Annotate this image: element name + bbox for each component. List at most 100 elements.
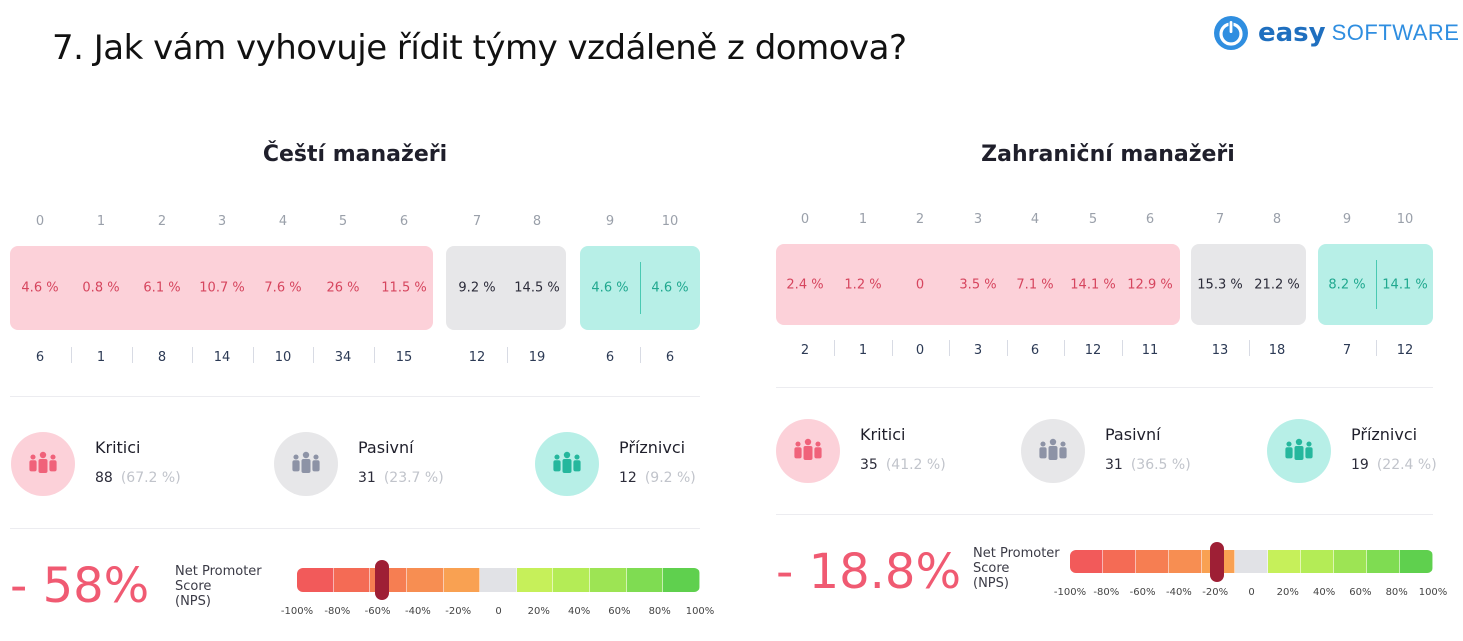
section-title: Čeští manažeři — [262, 142, 448, 167]
gauge-segment — [1367, 550, 1400, 573]
percentage-label: 4.6 % — [591, 280, 629, 296]
score-label: 9 — [605, 214, 615, 229]
percentage-label: 8.2 % — [1328, 277, 1366, 292]
percentage-label: 14.5 % — [514, 280, 560, 296]
page-title: 7. Jak vám vyhovuje řídit týmy vzdáleně … — [52, 28, 907, 68]
divider-line — [776, 514, 1433, 515]
promoter-divider — [1376, 260, 1377, 309]
gauge-tick-label: 0 — [495, 606, 502, 617]
count-label: 6 — [35, 350, 45, 365]
count-label: 8 — [157, 350, 167, 365]
gauge-tick-label: -20% — [1202, 587, 1229, 598]
nps-label-line: (NPS) — [973, 576, 1009, 591]
count-divider — [131, 347, 133, 363]
count-label: 15 — [395, 350, 413, 365]
detractor-box — [10, 246, 433, 330]
nps-label-line: Score — [973, 561, 1010, 576]
nps-value: - 18.8% — [776, 544, 962, 600]
count-divider — [949, 340, 950, 356]
score-label: 0 — [800, 212, 810, 227]
score-label: 4 — [1030, 212, 1040, 227]
gauge-segment — [1169, 550, 1202, 573]
count-divider — [507, 347, 508, 363]
percentage-label: 3.5 % — [959, 277, 997, 292]
count-divider — [1006, 340, 1008, 356]
detractors-count: 35 — [860, 457, 878, 473]
gauge-tick-label: 20% — [527, 606, 550, 617]
count-divider — [834, 340, 835, 356]
gauge-segment — [406, 568, 444, 592]
promoters-count: 12 — [619, 470, 637, 486]
detractors-icon — [794, 438, 822, 460]
gauge-tick-label: 40% — [567, 606, 591, 617]
logo-text-software: SOFTWARE — [1331, 20, 1460, 45]
detractors-label: Kritici — [95, 438, 141, 457]
count-label: 11 — [1141, 343, 1159, 358]
gauge-segment — [663, 568, 700, 592]
divider-line — [10, 528, 700, 529]
count-label: 19 — [528, 350, 546, 365]
gauge-tick-label: -60% — [364, 606, 391, 617]
score-label: 1 — [96, 214, 106, 229]
count-divider — [373, 347, 375, 363]
percentage-label: 0.8 % — [82, 280, 120, 296]
gauge-segment — [480, 568, 517, 592]
percentage-label: 11.5 % — [381, 280, 427, 296]
passives-stats: 31 (23.7 %) — [358, 470, 444, 486]
detractors-label: Kritici — [860, 425, 906, 444]
nps-label-line: (NPS) — [175, 594, 211, 609]
nps-gauge — [1070, 550, 1433, 573]
detractors-circle — [11, 432, 75, 496]
score-label: 3 — [217, 214, 227, 229]
count-label: 14 — [213, 350, 231, 365]
count-divider — [1376, 340, 1377, 356]
passives-count: 31 — [1105, 457, 1123, 473]
promoters-label: Příznivci — [1351, 425, 1418, 444]
promoters-circle — [1267, 419, 1331, 483]
count-label: 12 — [468, 350, 486, 365]
count-divider — [1064, 340, 1065, 356]
score-label: 7 — [1215, 212, 1225, 227]
score-label: 7 — [472, 214, 482, 229]
gauge-tick-label: -100% — [280, 606, 314, 617]
promoters-stats: 12 (9.2 %) — [619, 470, 696, 486]
count-divider — [313, 347, 314, 363]
percentage-label: 2.4 % — [786, 277, 824, 292]
nps-label: Net Promoter Score (NPS) — [973, 546, 1060, 591]
gauge-segment — [1400, 550, 1433, 573]
detractor-box — [776, 244, 1180, 325]
gauge-segment — [553, 568, 590, 592]
detractors-percentage: (67.2 %) — [120, 470, 181, 486]
nps-label-line: Score — [175, 579, 212, 594]
gauge-segment — [1268, 550, 1301, 573]
detractors-icon — [29, 451, 57, 473]
count-divider — [70, 347, 72, 363]
gauge-segment — [1070, 550, 1103, 573]
percentage-label: 26 % — [326, 280, 360, 296]
promoters-icon — [553, 451, 581, 473]
promoters-percentage: (22.4 %) — [1376, 457, 1437, 473]
count-label: 18 — [1268, 343, 1286, 358]
gauge-tick-label: -40% — [1165, 587, 1192, 598]
count-label: 6 — [605, 350, 615, 365]
gauge-segment — [1103, 550, 1136, 573]
gauge-tick-label: -20% — [445, 606, 472, 617]
gauge-tick-label: 60% — [608, 606, 631, 617]
count-label: 6 — [665, 350, 675, 365]
detractors-count: 88 — [95, 470, 113, 486]
nps-label-line: Net Promoter — [175, 564, 262, 579]
section-title: Zahraniční manažeři — [981, 142, 1235, 167]
percentage-label: 14.1 % — [1070, 277, 1116, 292]
percentage-label: 4.6 % — [21, 280, 59, 296]
passives-label: Pasivní — [1105, 425, 1161, 444]
passives-icon — [1039, 438, 1067, 460]
gauge-segment — [333, 568, 371, 592]
gauge-segment — [297, 568, 334, 592]
score-label: 8 — [1272, 212, 1282, 227]
percentage-label: 6.1 % — [143, 280, 181, 296]
nps-gauge — [297, 568, 700, 592]
promoter-divider — [640, 262, 641, 314]
count-divider — [192, 347, 193, 363]
count-label: 6 — [1030, 343, 1040, 358]
promoters-circle — [535, 432, 599, 496]
